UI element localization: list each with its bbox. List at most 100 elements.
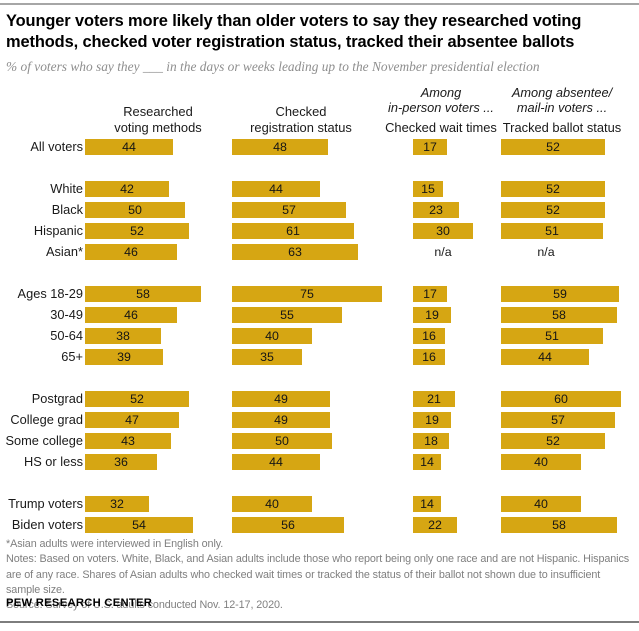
bar: 52 xyxy=(501,202,605,218)
bar-value: 38 xyxy=(116,329,130,343)
bar: 40 xyxy=(501,454,581,470)
bar-value: 16 xyxy=(422,329,436,343)
bar-value: 17 xyxy=(423,140,437,154)
top-divider xyxy=(0,3,639,5)
chart-row: Hispanic 52 61 30 51 xyxy=(0,223,639,239)
bar-value: 49 xyxy=(274,413,288,427)
chart-row: Postgrad 52 49 21 60 xyxy=(0,391,639,407)
bar: 46 xyxy=(85,244,177,260)
bar: 16 xyxy=(413,349,445,365)
bar: 14 xyxy=(413,454,441,470)
bar-value: 44 xyxy=(538,350,552,364)
bar-value: 15 xyxy=(421,182,435,196)
bar: 50 xyxy=(85,202,185,218)
bar: 17 xyxy=(413,139,447,155)
bar: 56 xyxy=(232,517,344,533)
bar: 57 xyxy=(501,412,615,428)
bar-value: 60 xyxy=(554,392,568,406)
footnotes: *Asian adults were interviewed in Englis… xyxy=(6,537,636,613)
bar-value: 58 xyxy=(552,308,566,322)
bar-value: 55 xyxy=(280,308,294,322)
footnote-asterisk: *Asian adults were interviewed in Englis… xyxy=(6,538,224,550)
bar: 63 xyxy=(232,244,358,260)
bar-value: 42 xyxy=(120,182,134,196)
bar: 21 xyxy=(413,391,455,407)
bar-value: 75 xyxy=(300,287,314,301)
bar-value: 36 xyxy=(114,455,128,469)
bar-value: 30 xyxy=(436,224,450,238)
row-label: All voters xyxy=(30,139,83,154)
bar: 16 xyxy=(413,328,445,344)
bar-value: 40 xyxy=(265,497,279,511)
column-header: Researched voting methods xyxy=(83,84,233,135)
na-value: n/a xyxy=(537,245,555,259)
row-label: Asian* xyxy=(46,244,83,259)
row-label: Biden voters xyxy=(11,517,83,532)
chart-row: HS or less 36 44 14 40 xyxy=(0,454,639,470)
chart-row: Asian* 46 63 n/a n/a xyxy=(0,244,639,260)
bar-value: 46 xyxy=(124,245,138,259)
column-label: Checked wait times xyxy=(385,119,497,135)
bar-value: 14 xyxy=(420,455,434,469)
bar: 47 xyxy=(85,412,179,428)
bar-value: 57 xyxy=(282,203,296,217)
bar-value: 23 xyxy=(429,203,443,217)
bottom-divider xyxy=(0,621,639,623)
bar: 61 xyxy=(232,223,354,239)
bar-value: 43 xyxy=(121,434,135,448)
bar: 49 xyxy=(232,391,330,407)
bar-value: 52 xyxy=(130,392,144,406)
bar: 44 xyxy=(85,139,173,155)
bar: 51 xyxy=(501,223,603,239)
chart-title-line-1: Younger voters more likely than older vo… xyxy=(6,12,582,30)
column-label: voting methods xyxy=(114,119,202,135)
row-label: Black xyxy=(51,202,83,217)
row-label: 50-64 xyxy=(50,328,83,343)
bar-value: 51 xyxy=(545,224,559,238)
bar-value: 52 xyxy=(546,140,560,154)
row-label: Postgrad xyxy=(31,391,83,406)
chart-row: Black 50 57 23 52 xyxy=(0,202,639,218)
chart-row: White 42 44 15 52 xyxy=(0,181,639,197)
bar-value: 19 xyxy=(425,413,439,427)
bar-value: 40 xyxy=(534,455,548,469)
bar-value: 46 xyxy=(124,308,138,322)
bar-value: 61 xyxy=(286,224,300,238)
na-value: n/a xyxy=(434,245,452,259)
bar-value: 44 xyxy=(269,182,283,196)
bar: 23 xyxy=(413,202,459,218)
row-label: Trump voters xyxy=(8,496,83,511)
bar-value: 17 xyxy=(423,287,437,301)
bar: 18 xyxy=(413,433,449,449)
bar-value: 49 xyxy=(274,392,288,406)
bar: 40 xyxy=(501,496,581,512)
bar: 14 xyxy=(413,496,441,512)
column-header: Among in-person voters ... Checked wait ti… xyxy=(346,84,536,135)
bar: 44 xyxy=(232,454,320,470)
bar: 39 xyxy=(85,349,163,365)
column-label: Checked xyxy=(275,104,327,119)
row-label: Hispanic xyxy=(33,223,83,238)
bar-value: 50 xyxy=(128,203,142,217)
bar: 75 xyxy=(232,286,382,302)
bar-value: 22 xyxy=(428,518,442,532)
chart-title-line-2: methods, checked voter registration stat… xyxy=(6,33,575,51)
chart-row: 50-64 38 40 16 51 xyxy=(0,328,639,344)
bar: 44 xyxy=(501,349,589,365)
chart-row: Ages 18-29 58 75 17 59 xyxy=(0,286,639,302)
column-label: registration status xyxy=(250,119,352,135)
row-label: 30-49 xyxy=(50,307,83,322)
column-label: Researched xyxy=(123,104,193,119)
row-label: 65+ xyxy=(61,349,83,364)
bar: 58 xyxy=(501,307,617,323)
bar-value: 14 xyxy=(420,497,434,511)
bar-value: 40 xyxy=(265,329,279,343)
bar: 19 xyxy=(413,307,451,323)
bar-chart: Researched voting methods Checked registrat… xyxy=(0,84,639,538)
row-label: White xyxy=(50,181,83,196)
chart-row: Trump voters 32 40 14 40 xyxy=(0,496,639,512)
row-label: Some college xyxy=(5,433,83,448)
bar-value: 18 xyxy=(424,434,438,448)
column-group-label: Among absentee/mail-in voters ... xyxy=(511,84,613,115)
